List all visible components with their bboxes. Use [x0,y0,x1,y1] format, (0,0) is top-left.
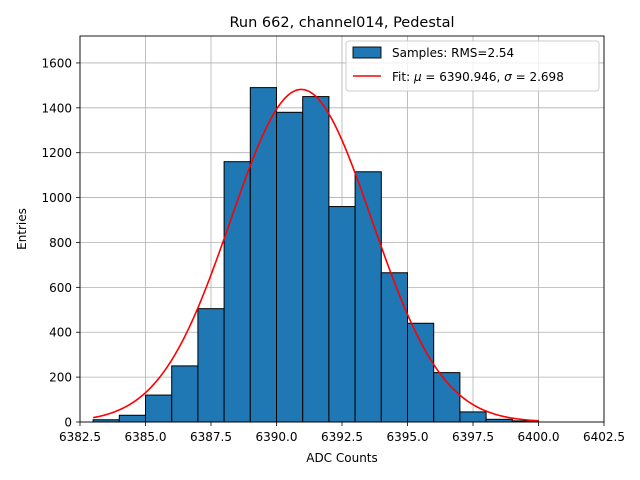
histogram-bar-12 [407,322,435,423]
histogram-bar-3 [171,365,199,423]
histogram-bar-11 [380,272,408,423]
y-tick-label-8: 1600 [41,56,72,70]
y-tick-label-0: 0 [64,416,72,430]
chart-title: Run 662, channel014, Pedestal [229,15,454,31]
legend-fit-label: Fit: μ = 6390.946, σ = 2.698 [392,70,564,84]
y-tick-label-7: 1400 [41,101,72,115]
histogram-bars [92,87,539,423]
histogram-bar-7 [276,111,304,423]
x-tick-label-7: 6400.0 [518,430,560,444]
legend-samples-label: Samples: RMS=2.54 [392,46,514,60]
histogram-bar-6 [249,87,278,423]
y-axis-label: Entries [15,208,29,250]
x-tick-label-6: 6397.5 [452,430,494,444]
y-tick-label-4: 800 [49,236,72,250]
y-tick-label-3: 600 [49,281,72,295]
histogram-bar-10 [354,171,382,423]
histogram-bar-1 [118,414,147,423]
fit-curve-group [92,88,539,422]
histogram-bar-8 [302,96,330,423]
histogram-bar-2 [145,394,173,423]
x-tick-label-3: 6390.0 [256,430,298,444]
y-tick-label-2: 400 [49,326,72,340]
x-axis: 6382.5 6385.0 6387.5 6390.0 6392.5 6395.0 6397… [59,422,625,444]
x-tick-label-4: 6392.5 [321,430,363,444]
y-axis: 0 200 400 600 800 1000 1200 1400 1600 [41,56,80,430]
x-axis-label: ADC Counts [306,451,378,465]
x-tick-label-1: 6385.0 [125,430,167,444]
y-tick-label-5: 1000 [41,191,72,205]
x-tick-label-8: 6402.5 [583,430,625,444]
histogram-bar-9 [328,206,356,423]
legend-box [345,40,600,92]
histogram-bar-13 [433,372,461,423]
histogram-bar-4 [197,308,225,423]
x-tick-label-5: 6395.0 [387,430,429,444]
y-tick-label-6: 1200 [41,146,72,160]
fit-curve [92,88,539,422]
legend-samples-swatch [352,46,382,59]
x-tick-label-2: 6387.5 [190,430,232,444]
x-tick-label-0: 6382.5 [59,430,101,444]
legend: Samples: RMS=2.54 Fit: μ = 6390.946, σ =… [345,40,600,92]
histogram-bar-14 [459,411,487,423]
y-tick-label-1: 200 [49,371,72,385]
